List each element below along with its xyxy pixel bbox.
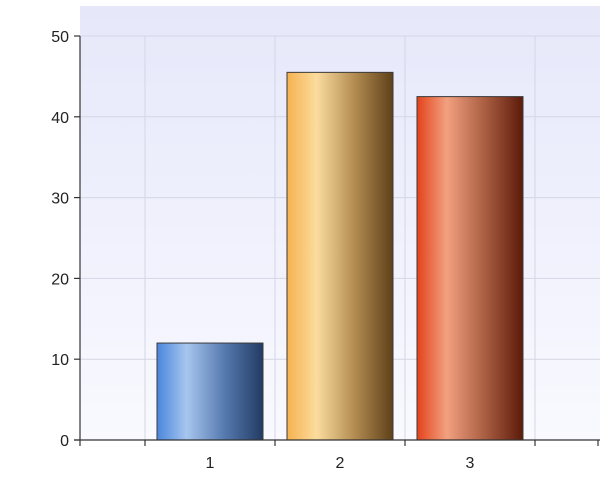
x-axis-ticks: 1 2 3: [144, 440, 599, 472]
y-tick-label: 0: [60, 433, 69, 450]
bars: [156, 71, 524, 441]
y-tick-label: 10: [51, 352, 69, 369]
bar-2: [286, 71, 394, 441]
y-tick-label: 50: [51, 29, 69, 46]
x-tick-label: 1: [206, 455, 215, 472]
bar-1: [156, 342, 264, 441]
y-tick-label: 40: [51, 110, 69, 127]
x-tick-label: 3: [466, 455, 475, 472]
y-tick-label: 30: [51, 191, 69, 208]
bar-3: [416, 96, 524, 441]
y-axis-ticks: 0 10 20 30 40 50: [51, 29, 80, 450]
x-tick-label: 2: [336, 455, 345, 472]
axes: [74, 36, 600, 446]
y-tick-label: 20: [51, 271, 69, 288]
